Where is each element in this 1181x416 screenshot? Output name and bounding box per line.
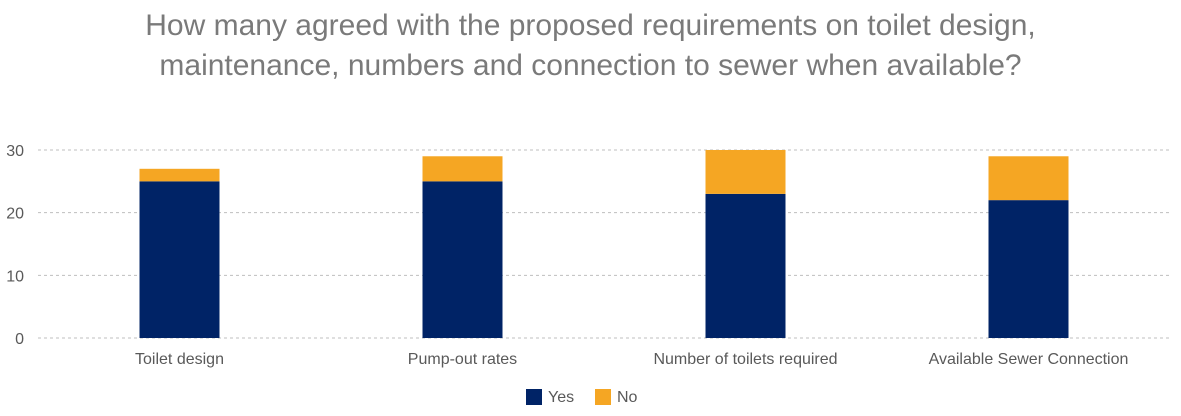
legend-label-yes: Yes — [548, 389, 574, 406]
chart-title-line-1: How many agreed with the proposed requir… — [145, 9, 1036, 42]
legend-swatch-yes — [526, 389, 542, 405]
x-tick-label-1: Toilet design — [135, 351, 224, 368]
bar-yes-1 — [139, 181, 220, 338]
x-tick-label-2: Pump-out rates — [408, 351, 517, 368]
y-tick-label-30: 30 — [6, 143, 24, 160]
legend-label-no: No — [617, 389, 638, 406]
legend-swatch-no — [595, 389, 611, 405]
bar-yes-2 — [422, 181, 503, 338]
bar-yes-3 — [705, 193, 786, 338]
y-tick-label-0: 0 — [15, 331, 24, 348]
y-tick-label-20: 20 — [6, 206, 24, 223]
y-tick-label-10: 10 — [6, 268, 24, 285]
bar-no-2 — [422, 156, 503, 182]
x-tick-label-3: Number of toilets required — [653, 351, 837, 368]
bar-no-1 — [139, 168, 220, 182]
chart-title: How many agreed with the proposed requir… — [0, 6, 1181, 86]
x-tick-label-4: Available Sewer Connection — [929, 351, 1129, 368]
bar-no-3 — [705, 150, 786, 194]
bar-yes-4 — [988, 200, 1069, 338]
bar-no-4 — [988, 156, 1069, 201]
chart-title-line-2: maintenance, numbers and connection to s… — [159, 49, 1022, 82]
